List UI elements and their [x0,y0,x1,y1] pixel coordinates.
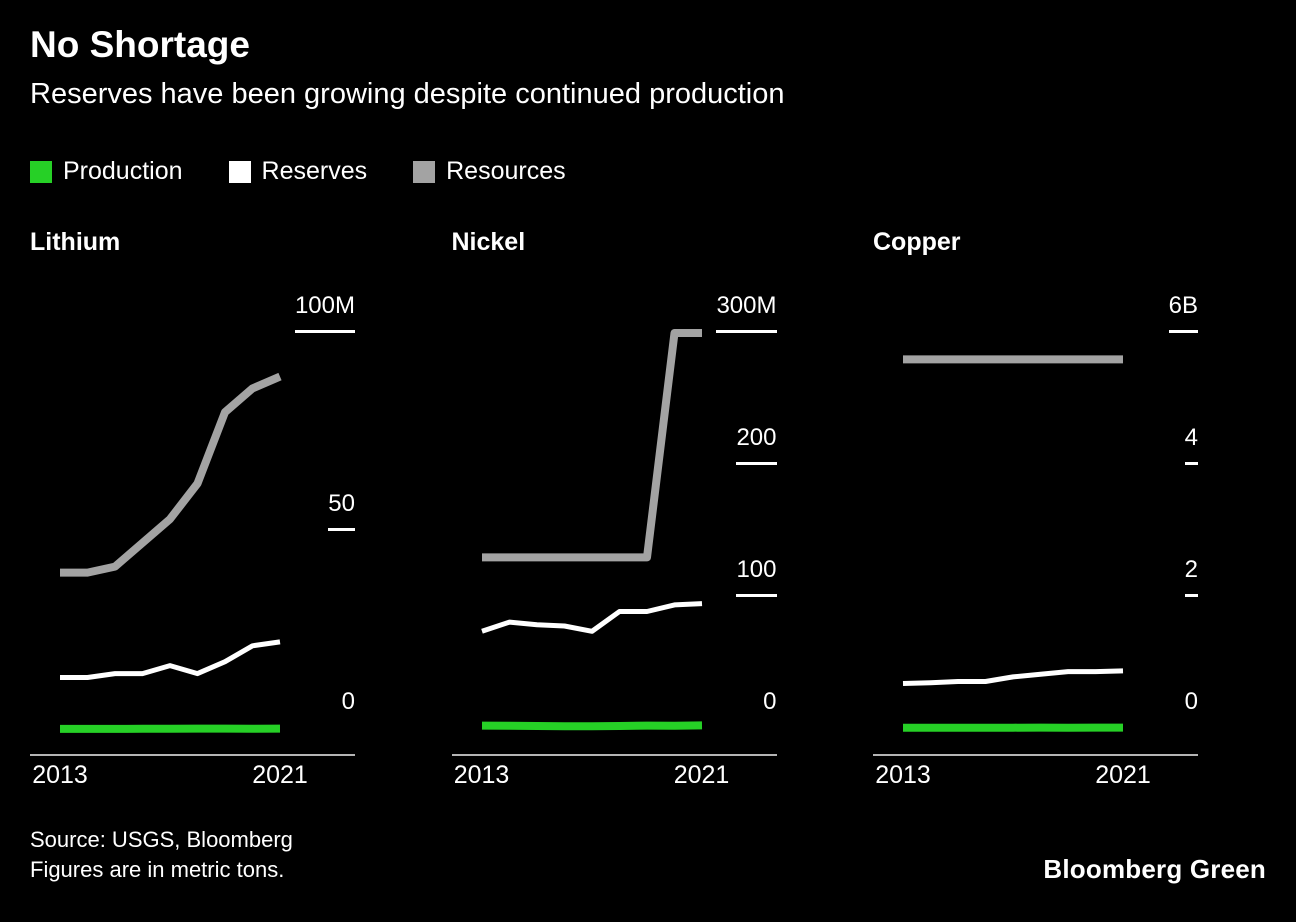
chart-title: Nickel [451,228,526,257]
legend-swatch-production [30,160,52,183]
source-line-2: Figures are in metric tons. [30,857,285,883]
chart-copper: Copper 0 2 4 6B 2013 2021 [873,228,1198,795]
plot-svg [873,355,1198,757]
y-tick-label: 100M [294,294,355,334]
x-tick-label: 2021 [252,761,308,790]
legend-swatch-resources [413,160,436,183]
x-tick-label: 2013 [875,761,931,790]
footer: Source: USGS, Bloomberg Figures are in m… [30,825,1266,885]
y-tick-label: 100 [736,558,777,598]
legend-item-resources: Resources [413,157,566,186]
plot-area: 0 2 4 6B 2013 2021 [873,283,1198,795]
plot-svg [451,329,777,757]
charts-row: Lithium 0 50 100M 2013 2021 Nickel 0 100 200 300M 2… [30,228,1198,795]
bloomberg-green-logo: Bloomberg Green [1043,854,1266,885]
legend-item-reserves: Reserves [228,157,368,186]
legend-swatch-reserves [228,160,251,183]
reserves-line [60,639,281,681]
plot-area: 0 100 200 300M 2013 2021 [451,283,777,795]
resources-line [60,373,282,577]
reserves-line [902,668,1124,687]
resources-line [481,329,702,562]
chart-title: Copper [873,228,961,257]
y-tick-label: 0 [341,688,355,716]
production-line [481,721,702,731]
x-tick-label: 2013 [453,761,510,790]
page-subtitle: Reserves have been growing despite conti… [30,77,785,110]
chart-page: No Shortage Reserves have been growing d… [30,24,1266,885]
x-tick-label: 2021 [1095,761,1151,790]
legend-label: Production [63,157,183,186]
y-tick-label: 0 [1184,688,1198,716]
x-tick-label: 2021 [673,761,730,790]
chart-nickel: Nickel 0 100 200 300M 2013 2021 [451,228,777,795]
y-tick-label: 0 [763,688,777,716]
chart-title: Lithium [30,228,121,257]
reserves-line [480,601,702,635]
plot-area: 0 50 100M 2013 2021 [30,283,355,795]
legend: Production Reserves Resources [30,157,1266,186]
plot-svg [30,373,355,757]
y-tick-label: 200 [736,426,777,466]
y-tick-label: 6B [1168,294,1198,334]
source-note: Source: USGS, Bloomberg Figures are in m… [30,825,293,885]
legend-label: Resources [446,157,566,186]
x-tick-label: 2013 [32,761,88,790]
y-tick-label: 50 [328,492,355,532]
source-line-1: Source: USGS, Bloomberg [30,827,293,853]
y-tick-label: 300M [716,294,777,334]
chart-lithium: Lithium 0 50 100M 2013 2021 [30,228,355,795]
legend-label: Reserves [261,157,368,186]
y-tick-label: 4 [1184,426,1198,466]
page-title: No Shortage [30,24,250,65]
y-tick-label: 2 [1184,558,1198,598]
legend-item-production: Production [30,157,183,186]
